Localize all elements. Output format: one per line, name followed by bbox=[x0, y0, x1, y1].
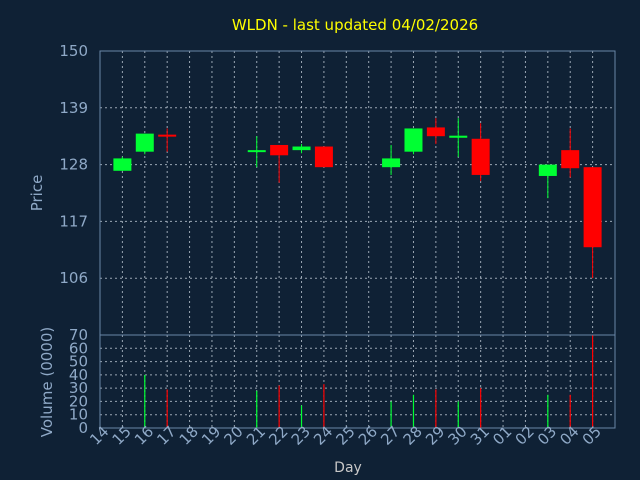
volume-tick-label: 0 bbox=[78, 419, 88, 437]
candle-body bbox=[270, 144, 289, 156]
price-tick-label: 117 bbox=[59, 212, 88, 230]
candle-body bbox=[113, 158, 132, 171]
volume-tick-label: 30 bbox=[69, 379, 88, 397]
candle-body bbox=[314, 146, 333, 168]
price-tick-label: 139 bbox=[59, 99, 88, 117]
price-grid bbox=[100, 50, 615, 335]
candle-21 bbox=[270, 144, 289, 183]
price-axis-label: Price bbox=[28, 175, 46, 212]
candle-03 bbox=[561, 128, 580, 178]
candle-body bbox=[538, 164, 557, 176]
volume-tick-label: 50 bbox=[69, 353, 88, 371]
price-tick-label: 128 bbox=[59, 156, 88, 174]
volume-tick-label: 20 bbox=[69, 392, 88, 410]
candle-body bbox=[583, 167, 602, 248]
candle-26 bbox=[382, 144, 401, 175]
candle-16 bbox=[158, 128, 177, 152]
candle-body bbox=[404, 128, 423, 152]
candle-body bbox=[247, 150, 266, 153]
volume-grid bbox=[100, 334, 615, 429]
volume-bars bbox=[144, 335, 594, 428]
candle-27 bbox=[404, 128, 423, 155]
price-tick-label: 150 bbox=[59, 42, 88, 60]
chart-title: WLDN - last updated 04/02/2026 bbox=[232, 16, 478, 34]
candle-body bbox=[471, 138, 490, 175]
candle-body bbox=[158, 134, 177, 137]
volume-axis-label: Volume (0000) bbox=[38, 327, 56, 437]
volume-tick-label: 70 bbox=[69, 326, 88, 344]
candle-body bbox=[426, 127, 445, 137]
price-frame bbox=[99, 50, 616, 336]
candle-body bbox=[382, 158, 401, 168]
volume-tick-label: 60 bbox=[69, 339, 88, 357]
volume-tick-label: 40 bbox=[69, 366, 88, 384]
candle-20 bbox=[247, 136, 266, 168]
candle-23 bbox=[314, 146, 333, 168]
candle-30 bbox=[471, 123, 490, 182]
volume-tick-label: 10 bbox=[69, 406, 88, 424]
candle-body bbox=[135, 133, 154, 152]
price-candles bbox=[113, 118, 602, 279]
price-y-ticks: 106 117 128 139 150 bbox=[59, 42, 88, 287]
candle-14 bbox=[113, 156, 132, 171]
candle-15 bbox=[135, 133, 154, 155]
candle-28 bbox=[426, 118, 445, 144]
candle-02 bbox=[538, 164, 557, 199]
candle-29 bbox=[449, 118, 468, 157]
volume-frame bbox=[99, 334, 616, 429]
price-panel: 106 117 128 139 150 Price bbox=[28, 42, 616, 336]
candle-22 bbox=[292, 143, 311, 154]
candle-body bbox=[561, 150, 580, 169]
x-tick-label: 05 bbox=[579, 423, 605, 449]
price-tick-label: 106 bbox=[59, 269, 88, 287]
x-axis-ticks: 1415161718192021222324252627282930310102… bbox=[86, 423, 605, 449]
candle-04 bbox=[583, 167, 602, 279]
x-axis-label: Day bbox=[334, 460, 362, 476]
candle-body bbox=[292, 146, 311, 151]
candle-body bbox=[449, 135, 468, 138]
